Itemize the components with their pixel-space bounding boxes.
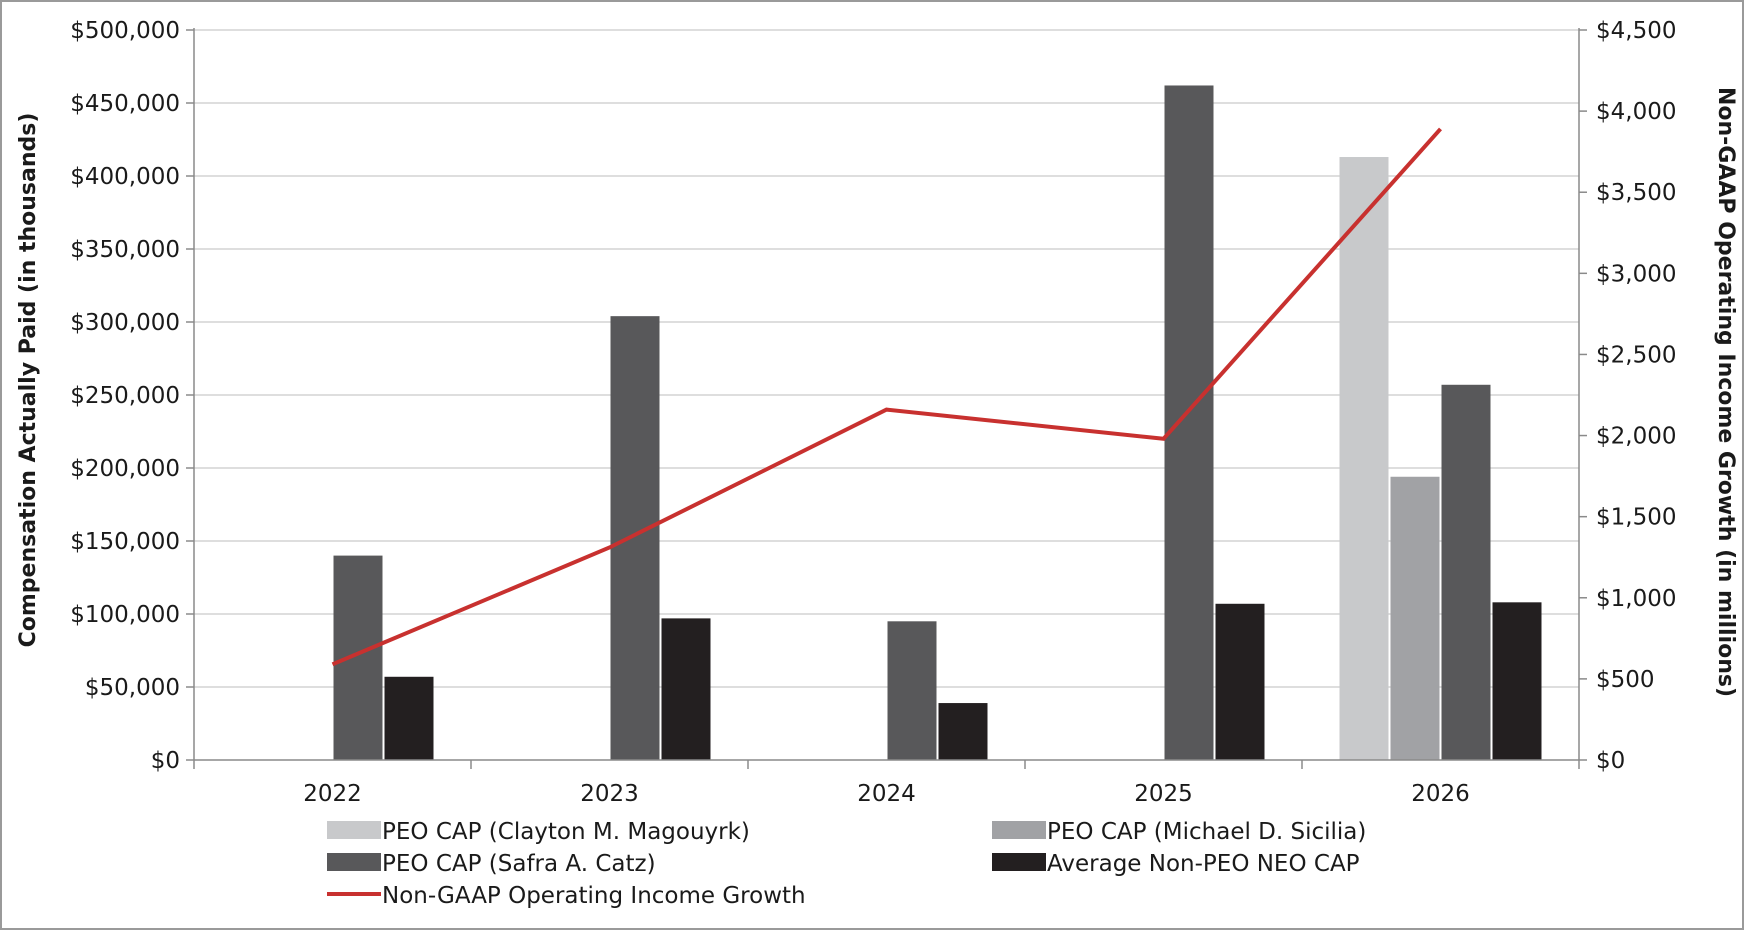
y2-tick-label: $2,000 xyxy=(1596,424,1676,450)
y-tick-label: $50,000 xyxy=(85,675,180,701)
bar xyxy=(384,676,434,760)
x-tick-label: 2023 xyxy=(580,781,639,807)
y2-tick-label: $3,500 xyxy=(1596,180,1676,206)
bar xyxy=(661,618,711,760)
legend-label: Non-GAAP Operating Income Growth xyxy=(382,883,806,909)
legend-label: PEO CAP (Safra A. Catz) xyxy=(382,851,656,877)
y-tick-label: $100,000 xyxy=(70,602,180,628)
legend-item: PEO CAP (Michael D. Sicilia) xyxy=(992,819,1366,845)
y-tick-label: $250,000 xyxy=(70,383,180,409)
series-line xyxy=(331,127,1442,667)
y-tick-label: $450,000 xyxy=(70,91,180,117)
y2-tick-label: $500 xyxy=(1596,667,1655,693)
line-series xyxy=(331,127,1442,667)
legend-swatch xyxy=(327,853,381,871)
bar xyxy=(1164,85,1214,761)
x-tick-label: 2026 xyxy=(1411,781,1470,807)
y-tick-label: $150,000 xyxy=(70,529,180,555)
bar xyxy=(1492,602,1542,760)
legend-item: PEO CAP (Safra A. Catz) xyxy=(327,851,656,877)
y2-axis-title: Non-GAAP Operating Income Growth (in mil… xyxy=(1713,87,1738,697)
bar xyxy=(1441,384,1491,760)
x-tick-label: 2024 xyxy=(857,781,916,807)
y-tick-label: $500,000 xyxy=(70,18,180,44)
y2-tick-label: $3,000 xyxy=(1596,261,1676,287)
y-tick-label: $400,000 xyxy=(70,164,180,190)
gridlines xyxy=(194,29,1579,688)
y-tick-label: $0 xyxy=(151,748,180,774)
legend: PEO CAP (Clayton M. Magouyrk) PEO CAP (Mi… xyxy=(327,819,1366,909)
y-tick-label: $200,000 xyxy=(70,456,180,482)
legend-item: Average Non-PEO NEO CAP xyxy=(992,851,1360,877)
y-tick-label: $350,000 xyxy=(70,237,180,263)
bar xyxy=(887,621,937,760)
y-axis-title: Compensation Actually Paid (in thousands… xyxy=(16,113,41,648)
legend-item: PEO CAP (Clayton M. Magouyrk) xyxy=(327,819,750,845)
bars xyxy=(333,85,1542,761)
y2-tick-label: $2,500 xyxy=(1596,342,1676,368)
bar xyxy=(333,555,383,760)
legend-swatch xyxy=(992,853,1046,871)
bar xyxy=(610,316,660,760)
x-tick-label: 2022 xyxy=(303,781,362,807)
bar xyxy=(1339,157,1389,760)
bar xyxy=(1390,476,1440,760)
legend-label: PEO CAP (Clayton M. Magouyrk) xyxy=(382,819,750,845)
axes: Compensation Actually Paid (in thousands… xyxy=(16,18,1738,807)
bar xyxy=(1215,603,1265,760)
y-tick-label: $300,000 xyxy=(70,310,180,336)
y2-tick-label: $1,000 xyxy=(1596,586,1676,612)
y2-tick-label: $4,500 xyxy=(1596,18,1676,44)
legend-label: PEO CAP (Michael D. Sicilia) xyxy=(1047,819,1366,845)
legend-swatch xyxy=(992,821,1046,839)
bar xyxy=(938,703,988,760)
legend-swatch xyxy=(327,821,381,839)
y2-tick-label: $1,500 xyxy=(1596,505,1676,531)
legend-label: Average Non-PEO NEO CAP xyxy=(1047,851,1360,877)
legend-item: Non-GAAP Operating Income Growth xyxy=(327,883,806,909)
x-tick-label: 2025 xyxy=(1134,781,1193,807)
y2-tick-label: $0 xyxy=(1596,748,1625,774)
y2-tick-label: $4,000 xyxy=(1596,99,1676,125)
